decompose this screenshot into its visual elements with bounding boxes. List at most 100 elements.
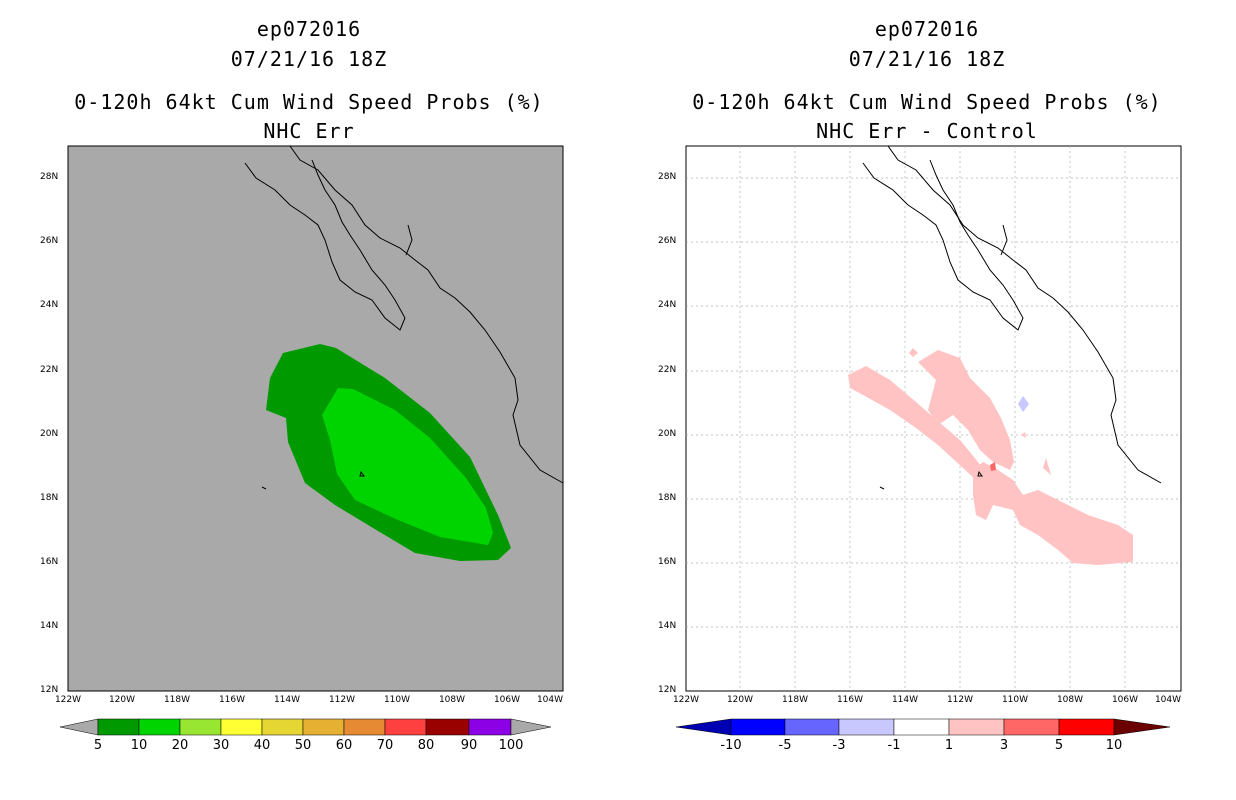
left-cbar-60-70 <box>343 718 386 736</box>
diff-region-neg1-neg3 <box>1018 396 1029 412</box>
diff-region-1-3-c <box>973 462 1133 565</box>
right-lon-116w: 116W <box>836 695 864 705</box>
right-title-subtitle: NHC Err - Control <box>816 119 1038 143</box>
right-lat-20n: 20N <box>658 429 677 439</box>
right-cbar-low-arrow <box>675 718 732 736</box>
right-lon-122w: 122W <box>672 695 700 705</box>
right-cbar-neg1-1 <box>893 718 950 736</box>
left-cbar-10-20 <box>138 718 181 736</box>
right-panel: ep072016 07/21/16 18Z 0-120h 64kt Cum Wi… <box>618 0 1236 800</box>
left-lat-14n: 14N <box>40 621 59 631</box>
right-title-product: 0-120h 64kt Cum Wind Speed Probs (%) <box>692 90 1162 114</box>
left-cbar-label-5: 5 <box>93 738 103 753</box>
right-lat-16n: 16N <box>658 557 677 567</box>
right-cbar-label-neg10: -10 <box>720 738 742 753</box>
right-lat-12n: 12N <box>658 685 677 695</box>
right-cbar-3-5 <box>1003 718 1060 736</box>
left-cbar-label-80: 80 <box>417 738 435 753</box>
left-lat-20n: 20N <box>40 429 59 439</box>
right-lat-14n: 14N <box>658 621 677 631</box>
left-cbar-40-50 <box>261 718 304 736</box>
diff-region-1-3-b <box>918 350 1014 470</box>
left-cbar-20-30 <box>179 718 222 736</box>
left-cbar-30-40 <box>220 718 263 736</box>
right-lat-22n: 22N <box>658 365 677 375</box>
left-lat-26n: 26N <box>40 236 59 246</box>
right-lon-112w: 112W <box>946 695 974 705</box>
left-lon-106w: 106W <box>493 695 521 705</box>
right-lat-18n: 18N <box>658 493 677 503</box>
coastline <box>244 145 564 490</box>
left-lon-120w: 120W <box>108 695 136 705</box>
left-lat-12n: 12N <box>40 685 59 695</box>
diff-region-1-3-d <box>1043 458 1051 475</box>
left-title-subtitle: NHC Err <box>263 119 355 143</box>
left-cbar-label-30: 30 <box>212 738 230 753</box>
right-cbar-label-5: 5 <box>1054 738 1064 753</box>
right-cbar-label-10: 10 <box>1105 738 1123 753</box>
right-coastline <box>862 145 1162 490</box>
right-map <box>685 145 1182 692</box>
right-lon-120w: 120W <box>726 695 754 705</box>
left-cbar-low-arrow <box>59 718 99 736</box>
right-cbar-5-10 <box>1058 718 1115 736</box>
right-cbar-neg10-neg5 <box>730 718 786 736</box>
left-cbar-label-20: 20 <box>171 738 189 753</box>
right-lon-114w: 114W <box>891 695 919 705</box>
diff-region-1-3-e <box>909 348 918 357</box>
left-title-product: 0-120h 64kt Cum Wind Speed Probs (%) <box>74 90 544 114</box>
left-lon-114w: 114W <box>273 695 301 705</box>
left-cbar-label-40: 40 <box>253 738 271 753</box>
right-cbar-label-neg3: -3 <box>832 738 846 753</box>
left-lon-116w: 116W <box>218 695 246 705</box>
prob-region-10-20 <box>322 388 493 545</box>
right-lon-110w: 110W <box>1001 695 1029 705</box>
left-lat-22n: 22N <box>40 365 59 375</box>
right-cbar-neg3-neg1 <box>838 718 895 736</box>
right-cbar-label-neg5: -5 <box>778 738 792 753</box>
right-lat-26n: 26N <box>658 236 677 246</box>
left-map <box>67 145 564 692</box>
left-title-storm: ep072016 <box>256 17 362 41</box>
right-lon-108w: 108W <box>1056 695 1084 705</box>
right-title-time: 07/21/16 18Z <box>848 47 1006 71</box>
diff-region-1-3 <box>848 366 990 490</box>
left-lon-104w: 104W <box>536 695 564 705</box>
right-cbar-label-1: 1 <box>944 738 954 753</box>
right-cbar-label-3: 3 <box>999 738 1009 753</box>
left-cbar-label-10: 10 <box>130 738 148 753</box>
left-cbar-80-90 <box>425 718 470 736</box>
left-cbar-label-70: 70 <box>376 738 394 753</box>
left-lat-24n: 24N <box>40 300 59 310</box>
left-colorbar <box>59 718 552 736</box>
left-lon-118w: 118W <box>163 695 191 705</box>
left-cbar-label-60: 60 <box>335 738 353 753</box>
right-cbar-label-neg1: -1 <box>887 738 901 753</box>
left-lat-18n: 18N <box>40 493 59 503</box>
right-lon-104w: 104W <box>1154 695 1182 705</box>
left-cbar-70-80 <box>384 718 427 736</box>
left-cbar-label-90: 90 <box>460 738 478 753</box>
right-cbar-high-arrow <box>1113 718 1171 736</box>
left-lon-112w: 112W <box>328 695 356 705</box>
right-map-grid <box>686 146 1181 691</box>
left-lon-122w: 122W <box>54 695 82 705</box>
right-lon-106w: 106W <box>1111 695 1139 705</box>
right-cbar-1-3 <box>948 718 1005 736</box>
left-lon-110w: 110W <box>383 695 411 705</box>
right-lat-24n: 24N <box>658 300 677 310</box>
left-cbar-5-10 <box>97 718 140 736</box>
left-panel: ep072016 07/21/16 18Z 0-120h 64kt Cum Wi… <box>40 17 564 753</box>
right-title-storm: ep072016 <box>874 17 980 41</box>
right-lon-118w: 118W <box>781 695 809 705</box>
left-cbar-90-100 <box>468 718 512 736</box>
left-cbar-high-arrow <box>510 718 552 736</box>
left-cbar-50-60 <box>302 718 345 736</box>
right-lat-28n: 28N <box>658 172 677 182</box>
left-title-time: 07/21/16 18Z <box>230 47 388 71</box>
left-lon-108w: 108W <box>438 695 466 705</box>
right-cbar-neg5-neg3 <box>784 718 840 736</box>
left-cbar-label-50: 50 <box>294 738 312 753</box>
diff-region-1-3-f <box>1021 432 1026 438</box>
left-cbar-label-100: 100 <box>498 738 524 753</box>
